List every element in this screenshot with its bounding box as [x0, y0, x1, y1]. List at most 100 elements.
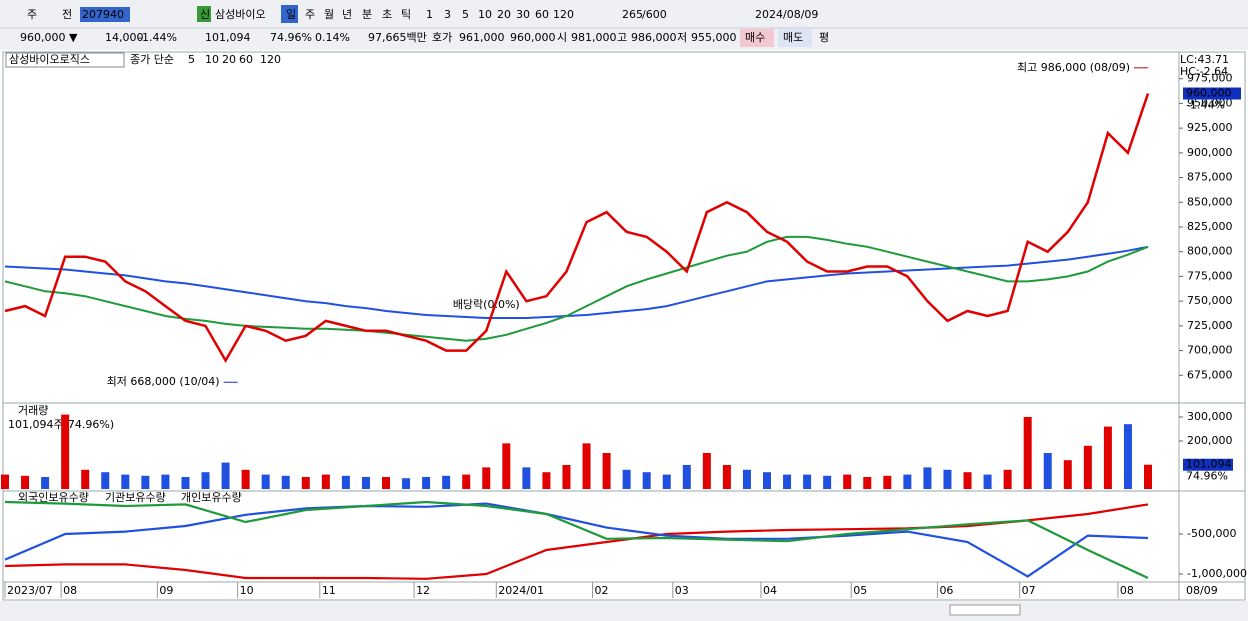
quote-text: 960,000 [510, 31, 556, 44]
last-price: 960,000 [1186, 87, 1232, 100]
period-button[interactable]: 초 [382, 8, 392, 21]
volume-bar [1083, 445, 1092, 489]
period-button[interactable]: 5 [462, 8, 469, 21]
x-tick-label: 08 [63, 584, 77, 597]
volume-bar [382, 476, 390, 489]
period-button[interactable]: 주 [305, 8, 315, 21]
period-button[interactable]: 일 [286, 7, 296, 21]
period-button[interactable]: 3 [444, 8, 451, 21]
period-button[interactable]: 120 [553, 8, 574, 21]
volume-bar [983, 474, 992, 489]
volume-bar [682, 464, 691, 489]
period-button[interactable]: 1 [426, 8, 433, 21]
quote-text[interactable]: 매도 [783, 31, 803, 44]
y-tick-label: 200,000 [1187, 434, 1233, 447]
scroll-thumb[interactable] [949, 604, 1021, 616]
quote-text: 고 [617, 31, 627, 44]
annotation: 최저 668,000 (10/04) [107, 375, 220, 388]
quote-text[interactable]: 매수 [745, 31, 765, 44]
period-button[interactable]: 10 [478, 8, 492, 21]
period-button[interactable]: 년 [342, 8, 352, 21]
period-button[interactable]: 분 [362, 8, 372, 21]
legend-item: 60 [239, 53, 253, 66]
scrollbar[interactable] [0, 601, 1248, 621]
volume-bar [1043, 452, 1052, 489]
y-tick-label: 900,000 [1187, 146, 1233, 159]
volume-bar [622, 469, 631, 489]
quote-text: 74.96% [270, 31, 312, 44]
volume-bar [562, 464, 571, 489]
period-button[interactable]: 20 [497, 8, 511, 21]
volume-bar [642, 472, 651, 489]
volume-bar [41, 476, 50, 489]
y-tick-label: 675,000 [1187, 368, 1233, 381]
volume-bar [963, 472, 972, 489]
volume-bar [101, 472, 110, 489]
last-volume-box [1183, 458, 1233, 471]
period-button[interactable]: 30 [516, 8, 530, 21]
volume-bar [61, 414, 70, 489]
volume-bar [522, 467, 531, 489]
price-line [4, 235, 1149, 342]
volume-bar [823, 475, 832, 489]
volume-bar [1123, 424, 1132, 489]
info-text: HC:-2.64 [1180, 65, 1228, 78]
title-box [5, 52, 125, 68]
volume-bar [442, 475, 451, 489]
volume-bar [803, 474, 812, 489]
last-volume: 101,094 [1186, 458, 1232, 471]
sell-button[interactable] [778, 29, 812, 47]
volume-bar [783, 474, 792, 489]
y-tick-label: -500,000 [1187, 527, 1236, 540]
toolbar-text: 주 [27, 8, 37, 21]
quote-text: -1.44% [138, 31, 177, 44]
last-change: -1.44% [1186, 99, 1225, 112]
quote-text: 14,000 [105, 31, 144, 44]
toolbar-text: /600 [642, 8, 667, 21]
y-tick-label: 300,000 [1187, 410, 1233, 423]
quote-text: 955,000 [691, 31, 737, 44]
quote-text: 981,000 [571, 31, 617, 44]
quote-text[interactable]: 평 [819, 31, 829, 44]
x-tick-label: 2023/07 [7, 584, 53, 597]
period-button[interactable]: 월 [324, 8, 334, 21]
y-tick-label: 775,000 [1187, 269, 1233, 282]
quote-text: 호가 [432, 31, 452, 44]
y-tick-label: 750,000 [1187, 294, 1233, 307]
quote-text: 97,665백만 [368, 31, 427, 44]
toolbar-text: 전 [62, 8, 72, 21]
quote-text: 960,000 ▼ [20, 31, 78, 44]
tab-active [281, 5, 298, 23]
legend-item: 5 [188, 53, 195, 66]
y-tick-label: 950,000 [1187, 96, 1233, 109]
quote-text: 시 [557, 31, 567, 44]
volume-bar [943, 469, 952, 489]
y-tick-label: 700,000 [1187, 344, 1233, 357]
input-bg [80, 7, 130, 22]
panel-subtitle: 101,094주(74.96%) [8, 418, 114, 431]
buy-button[interactable] [740, 29, 774, 47]
legend-item: 개인보유수량 [181, 491, 242, 504]
holding-line [4, 500, 1149, 579]
period-button[interactable]: 60 [535, 8, 549, 21]
badge [197, 6, 211, 22]
volume-bar [482, 467, 491, 489]
quote-text: 저 [677, 31, 687, 44]
info-text: LC:43.71 [1180, 53, 1229, 66]
volume-bar [361, 476, 370, 489]
volume-bar [221, 462, 230, 489]
y-tick-label: 925,000 [1187, 121, 1233, 134]
x-tick-label: 07 [1022, 584, 1036, 597]
volume-bar [602, 452, 611, 489]
chart-frame [2, 51, 1246, 601]
period-button[interactable]: 틱 [401, 8, 411, 21]
toolbar-text: 207940 [82, 8, 124, 21]
volume-bar [722, 464, 731, 489]
volume-bar [843, 474, 852, 489]
last-ratio: 74.96% [1186, 470, 1228, 483]
toolbar-text: 신 [200, 8, 210, 21]
volume-bar [281, 475, 290, 489]
volume-bar [763, 472, 771, 489]
legend-item: 10 [205, 53, 219, 66]
